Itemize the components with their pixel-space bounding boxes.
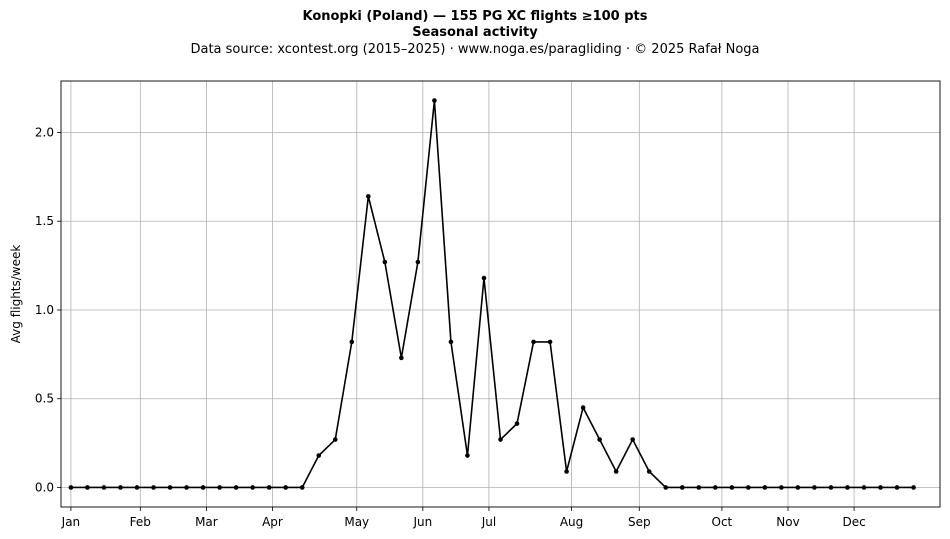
data-point bbox=[266, 485, 272, 490]
data-point bbox=[498, 437, 503, 442]
plot-frame bbox=[60, 80, 941, 508]
data-point bbox=[746, 485, 751, 490]
data-point bbox=[911, 485, 916, 490]
data-point bbox=[762, 485, 768, 490]
data-point bbox=[547, 339, 553, 345]
data-point bbox=[167, 485, 173, 490]
x-tick-label: Oct bbox=[712, 515, 733, 529]
x-tick-label: Feb bbox=[130, 515, 151, 529]
x-tick-label: Nov bbox=[776, 515, 799, 529]
x-tick-label: Sep bbox=[628, 515, 651, 529]
y-tick-label: 0.0 bbox=[35, 480, 54, 494]
x-tick-label: Apr bbox=[262, 515, 283, 529]
data-point bbox=[399, 355, 404, 361]
series-group bbox=[68, 98, 916, 490]
data-point bbox=[366, 194, 371, 199]
data-point bbox=[630, 437, 635, 442]
data-point bbox=[696, 485, 702, 490]
data-point bbox=[217, 485, 222, 490]
data-point bbox=[415, 259, 421, 265]
chart-title-block: Konopki (Poland) — 155 PG XC flights ≥10… bbox=[0, 8, 950, 59]
data-point bbox=[349, 339, 355, 345]
chart-source-note: Data source: xcontest.org (2015–2025) · … bbox=[190, 42, 760, 57]
data-point bbox=[613, 469, 619, 474]
data-point bbox=[828, 485, 834, 490]
data-point bbox=[597, 437, 602, 442]
y-tick-label: 1.5 bbox=[35, 214, 54, 228]
x-tick-label: Aug bbox=[560, 515, 583, 529]
data-point bbox=[432, 98, 437, 103]
data-point bbox=[448, 339, 454, 345]
data-point bbox=[845, 485, 850, 490]
data-point bbox=[481, 275, 487, 281]
data-point bbox=[812, 485, 817, 490]
y-tick-label: 2.0 bbox=[35, 125, 54, 139]
data-point bbox=[712, 485, 718, 490]
chart-subtitle: Seasonal activity bbox=[412, 25, 538, 40]
data-point bbox=[580, 405, 586, 410]
data-point bbox=[465, 453, 470, 458]
data-point bbox=[332, 437, 338, 442]
data-point bbox=[878, 485, 883, 490]
data-point bbox=[382, 259, 388, 265]
x-tick-label: Jan bbox=[61, 515, 81, 529]
data-point bbox=[68, 485, 74, 490]
y-tick-label: 0.5 bbox=[35, 392, 54, 406]
data-point bbox=[134, 485, 140, 490]
data-point bbox=[729, 485, 735, 490]
data-point bbox=[679, 485, 685, 490]
data-point bbox=[779, 485, 784, 490]
x-tick-label: Mar bbox=[195, 515, 218, 529]
y-axis-label: Avg flights/week bbox=[9, 245, 23, 344]
data-point bbox=[250, 485, 255, 490]
x-tick-label: Jun bbox=[412, 515, 432, 529]
data-point bbox=[861, 485, 867, 490]
data-point bbox=[531, 339, 536, 345]
gridlines bbox=[61, 81, 940, 507]
data-point bbox=[663, 485, 669, 490]
data-point bbox=[316, 453, 322, 458]
data-point bbox=[299, 485, 305, 490]
data-point bbox=[283, 485, 289, 490]
data-point bbox=[894, 485, 900, 490]
chart-title: Konopki (Poland) — 155 PG XC flights ≥10… bbox=[302, 9, 648, 24]
data-point bbox=[118, 485, 123, 490]
x-tick-label: Dec bbox=[842, 515, 865, 529]
x-tick-label: Jul bbox=[481, 515, 496, 529]
data-point bbox=[795, 485, 801, 490]
series-line bbox=[70, 99, 914, 489]
data-point bbox=[184, 485, 189, 490]
data-point bbox=[514, 421, 520, 426]
data-point bbox=[233, 485, 239, 490]
data-point bbox=[564, 469, 569, 474]
data-point bbox=[151, 485, 156, 490]
data-point bbox=[200, 485, 206, 490]
data-point bbox=[646, 469, 652, 474]
x-tick-label: May bbox=[344, 515, 369, 529]
data-point bbox=[85, 485, 90, 490]
y-tick-label: 1.0 bbox=[35, 303, 54, 317]
data-point bbox=[101, 485, 107, 490]
